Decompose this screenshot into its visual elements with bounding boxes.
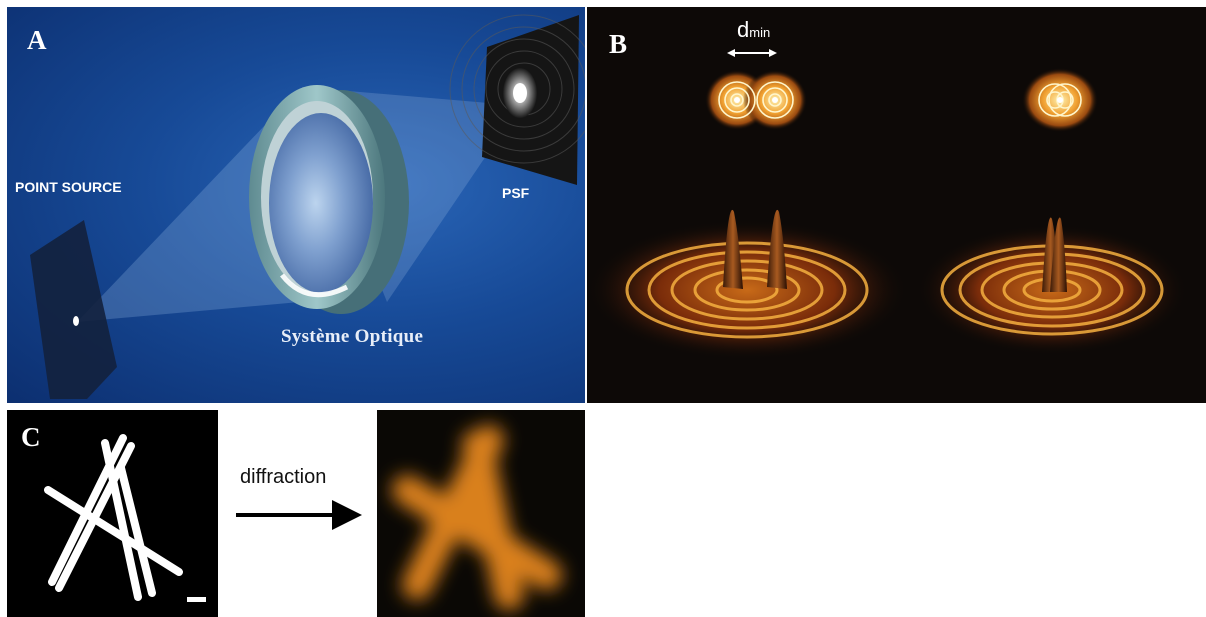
airy-3d-resolved	[587, 209, 907, 360]
panel-c-blurred-image	[377, 410, 585, 617]
panel-c-filaments: C	[7, 410, 218, 617]
scale-bar	[187, 597, 206, 602]
optical-system-label: Système Optique	[281, 326, 424, 347]
arrow-right-icon	[236, 500, 362, 530]
panel-letter-b: B	[609, 29, 628, 59]
point-source-dot	[73, 316, 79, 326]
airy-disk-icon	[705, 70, 807, 130]
blurred-filaments	[392, 425, 562, 610]
dmin-label: dmin	[737, 17, 770, 43]
panel-letter-a: A	[27, 25, 47, 55]
point-source-label: POINT SOURCE	[15, 179, 122, 195]
psf-screen	[449, 14, 585, 185]
lens-icon	[249, 85, 409, 314]
panel-b-resolution: B dmin	[587, 7, 1206, 403]
dmin-arrow	[727, 49, 777, 57]
diffraction-label: diffraction	[240, 466, 327, 488]
overlapping-airy-disk	[1022, 68, 1098, 132]
source-screen	[30, 220, 117, 399]
dmin-main: d	[737, 17, 750, 42]
airy-3d-unresolved	[917, 217, 1187, 355]
optical-system-diagram	[30, 14, 585, 399]
panel-letter-c: C	[21, 422, 41, 452]
airy-pattern-diagram	[587, 49, 1187, 360]
panel-a-optical-system: A POINT SOURCE PSF Système Optique	[7, 7, 585, 403]
psf-label: PSF	[502, 185, 530, 201]
dmin-sub: min	[749, 25, 771, 40]
filament-structure	[44, 434, 206, 602]
